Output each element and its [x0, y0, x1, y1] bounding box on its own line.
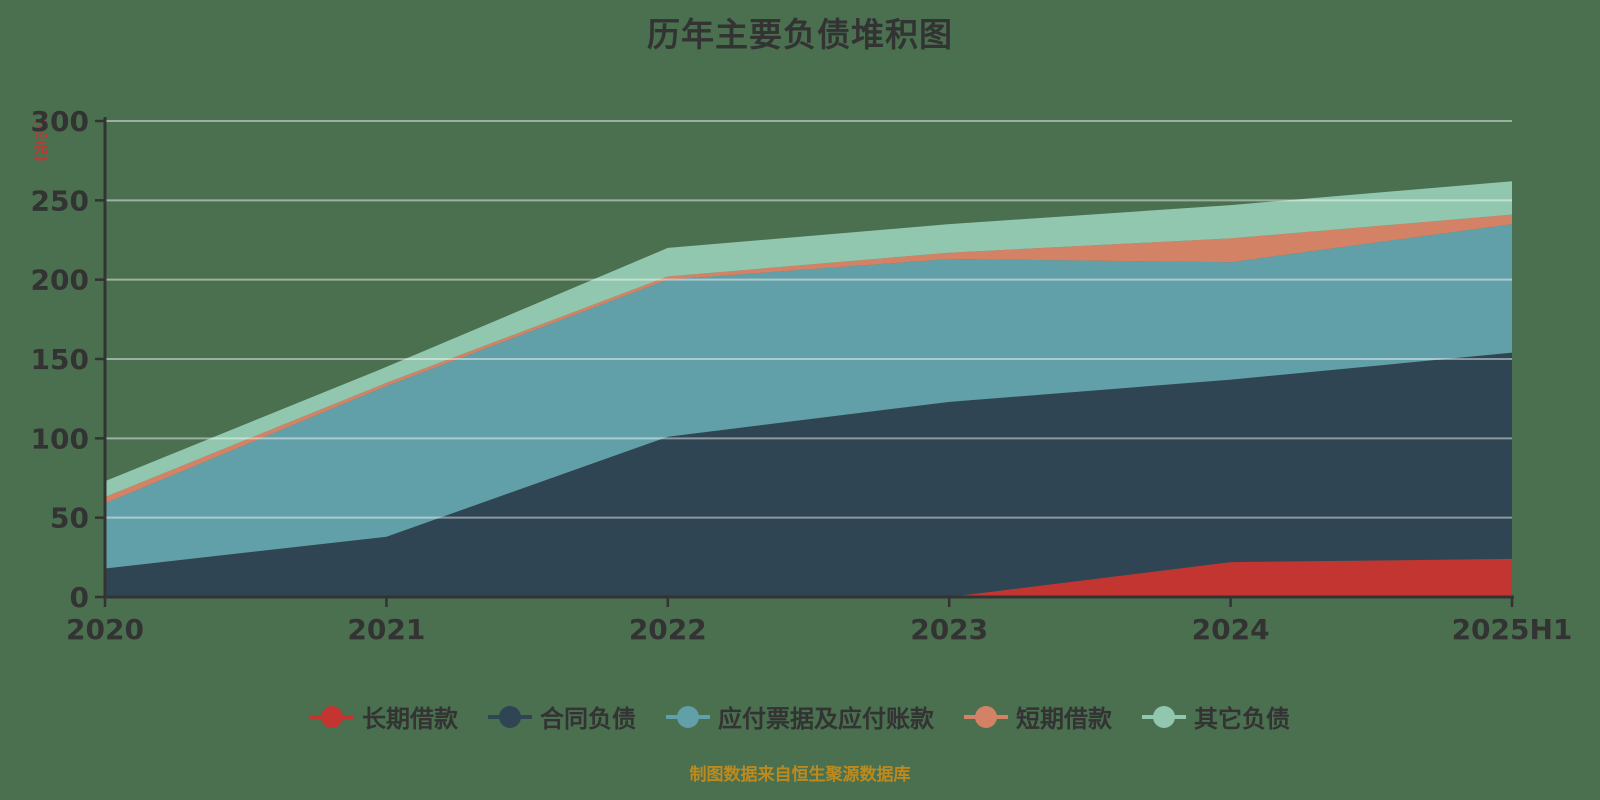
- x-tick-label: 2024: [1192, 613, 1270, 646]
- y-tick-label: 100: [31, 422, 89, 455]
- y-tick-label: 0: [70, 581, 89, 614]
- series-area-0[interactable]: [105, 558, 1512, 597]
- x-tick-label: 2020: [66, 613, 144, 646]
- legend-item-4[interactable]: 其它负债: [1142, 699, 1290, 734]
- legend-item-0[interactable]: 长期借款: [310, 699, 458, 734]
- y-tick-label: 150: [31, 343, 89, 376]
- legend-label: 应付票据及应付账款: [718, 705, 934, 733]
- legend-line-dot-icon: [666, 705, 710, 728]
- y-tick-label: 250: [31, 184, 89, 217]
- y-axis-unit-label: (亿元): [32, 118, 48, 163]
- legend-label: 短期借款: [1016, 705, 1112, 733]
- y-tick-label: 50: [50, 502, 89, 535]
- series-area-1[interactable]: [105, 352, 1512, 597]
- x-tick-label: 2025H1: [1452, 613, 1573, 646]
- legend-line-dot-icon: [1142, 705, 1186, 728]
- legend-item-1[interactable]: 合同负债: [488, 699, 636, 734]
- legend-label: 长期借款: [362, 705, 458, 733]
- x-tick-label: 2022: [629, 613, 707, 646]
- legend-line-dot-icon: [488, 705, 532, 728]
- x-tick-label: 2023: [910, 613, 988, 646]
- legend-line-dot-icon: [964, 705, 1008, 728]
- series-area-2[interactable]: [105, 224, 1512, 569]
- series-area-4[interactable]: [105, 181, 1512, 498]
- legend-line-dot-icon: [310, 705, 354, 728]
- chart-title: 历年主要负债堆积图: [647, 15, 953, 54]
- stacked-area-plot: 0 50 100 150 200 250 300 2020 2021 2022 2023 2024 20…: [31, 105, 1573, 646]
- legend-item-2[interactable]: 应付票据及应付账款: [666, 699, 934, 734]
- x-tick-label: 2021: [347, 613, 425, 646]
- legend: 长期借款 合同负债 应付票据及应付账款 短期借款 其它负债: [0, 699, 1600, 734]
- y-tick-label: 200: [31, 264, 89, 297]
- y-tick-label: 300: [31, 105, 89, 138]
- legend-label: 合同负债: [540, 705, 636, 733]
- legend-item-3[interactable]: 短期借款: [964, 699, 1112, 734]
- data-source-note: 制图数据来自恒生聚源数据库: [689, 765, 911, 785]
- legend-label: 其它负债: [1194, 705, 1290, 733]
